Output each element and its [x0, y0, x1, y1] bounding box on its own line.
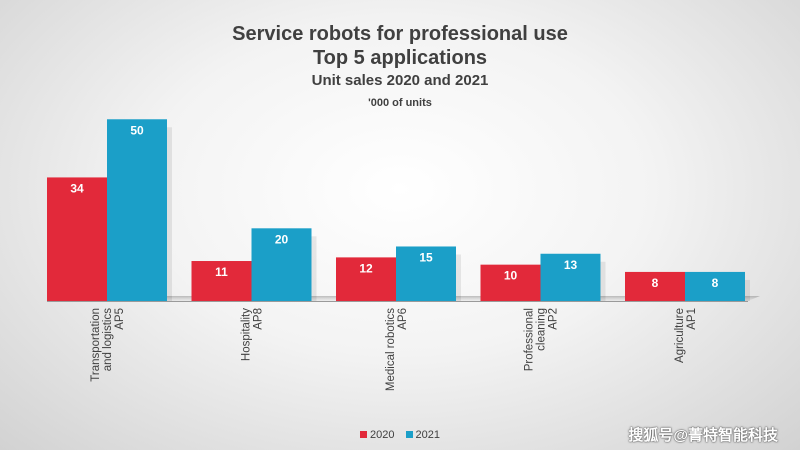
bar-2020-2: [336, 257, 396, 301]
bar-shadow: [745, 279, 750, 301]
legend-swatch-2020: [359, 430, 367, 438]
legend-swatch-2021: [405, 430, 413, 438]
category-label-1: HospitalityAP8: [241, 308, 265, 361]
bar-2021-3: [540, 253, 601, 301]
chart-title: Service robots for professional use: [232, 23, 568, 45]
data-label-2021-1: 20: [275, 232, 289, 246]
legend-item-2020: 2020: [359, 429, 395, 441]
legend-label-2020: 2020: [369, 429, 395, 441]
data-label-2020-1: 11: [215, 265, 228, 279]
bar-2021-0: [107, 119, 167, 302]
legend-label-2021: 2021: [415, 429, 441, 441]
bar-shadow: [600, 261, 606, 301]
data-label-2021-0: 50: [130, 123, 144, 137]
category-label-3: ProfessionalcleaningAP2: [524, 308, 560, 371]
chart-subtitle-secondary: Unit sales 2020 and 2021: [311, 72, 489, 89]
bar-2020-3: [480, 264, 541, 301]
bar-shadow: [456, 254, 461, 301]
bar-2020-4: [625, 271, 685, 301]
data-label-2020-4: 8: [652, 276, 659, 290]
bar-shadow: [167, 127, 172, 302]
category-label-4: AgricultureAP1: [674, 308, 698, 363]
data-label-2021-4: 8: [712, 276, 719, 290]
bar-2021-4: [685, 271, 745, 301]
chart-legend: 2020 2021: [0, 429, 800, 441]
bar-2021-2: [396, 246, 456, 301]
unit-label: '000 of units: [368, 97, 432, 109]
data-label-2021-3: 13: [564, 258, 578, 272]
data-label-2020-2: 12: [359, 261, 373, 275]
category-label-2: Medical roboticsAP6: [385, 308, 409, 391]
legend-item-2021: 2021: [405, 429, 441, 441]
bar-2021-1: [251, 228, 312, 301]
data-label-2020-0: 34: [70, 181, 84, 195]
category-label-0: Transportationand logisticsAP5: [90, 308, 126, 382]
data-label-2020-3: 10: [504, 269, 518, 283]
bar-2020-0: [47, 177, 107, 301]
chart-subtitle: Top 5 applications: [312, 47, 488, 69]
chart-title-block: Service robots for professional use Top …: [0, 22, 800, 91]
data-label-2021-2: 15: [419, 250, 433, 264]
bar-shadow: [311, 236, 317, 301]
bar-2020-1: [191, 261, 252, 301]
watermark-text: 搜狐号@菁特智能科技: [628, 427, 778, 444]
